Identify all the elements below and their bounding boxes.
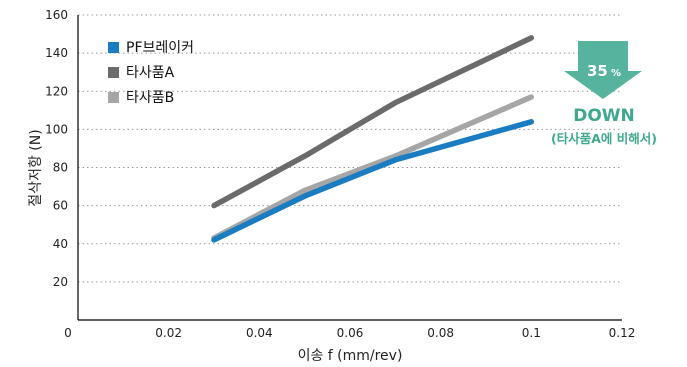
y-tick-label: 100 xyxy=(45,122,68,136)
legend-label: 타사품B xyxy=(126,90,174,106)
series-lines xyxy=(211,35,535,243)
legend-swatch xyxy=(108,67,119,78)
y-tick-label: 80 xyxy=(53,161,68,175)
axes xyxy=(77,15,622,321)
series-line xyxy=(211,35,535,209)
x-tick-label: 0.04 xyxy=(246,326,273,340)
y-tick-labels: 20 40 60 80 100 120 140 160 xyxy=(45,8,68,289)
legend-swatch xyxy=(108,42,119,53)
legend-label: 타사품A xyxy=(126,65,175,81)
series-line xyxy=(211,119,535,243)
x-tick-labels: 0 0.02 0.04 0.06 0.08 0.1 0.12 xyxy=(64,326,635,340)
x-tick-label: 0.02 xyxy=(155,326,182,340)
y-tick-label: 60 xyxy=(53,199,68,213)
down-arrow-icon xyxy=(564,41,642,99)
y-tick-label: 160 xyxy=(45,8,68,22)
reduction-callout: 35 % DOWN (타사품A에 비해서) xyxy=(551,41,657,146)
callout-caption: (타사품A에 비해서) xyxy=(551,131,657,146)
y-tick-label: 140 xyxy=(45,46,68,60)
x-tick-label: 0.08 xyxy=(427,326,454,340)
series-line xyxy=(211,94,535,241)
x-axis-title: 이송 f (mm/rev) xyxy=(298,348,403,364)
x-tick-label: 0 xyxy=(64,326,72,340)
y-tick-label: 20 xyxy=(53,275,68,289)
y-tick-label: 120 xyxy=(45,84,68,98)
callout-percent-value: 35 xyxy=(587,62,608,80)
callout-percent-unit: % xyxy=(611,68,621,79)
y-tick-label: 40 xyxy=(53,237,68,251)
callout-headline: DOWN xyxy=(573,106,635,126)
legend-swatch xyxy=(108,92,119,103)
gridlines xyxy=(78,14,622,283)
legend-label: PF브레이커 xyxy=(126,40,194,56)
y-axis-title: 절삭저항 (N) xyxy=(28,129,44,206)
x-tick-label: 0.12 xyxy=(609,326,636,340)
x-tick-label: 0.1 xyxy=(522,326,541,340)
x-tick-label: 0.06 xyxy=(337,326,364,340)
